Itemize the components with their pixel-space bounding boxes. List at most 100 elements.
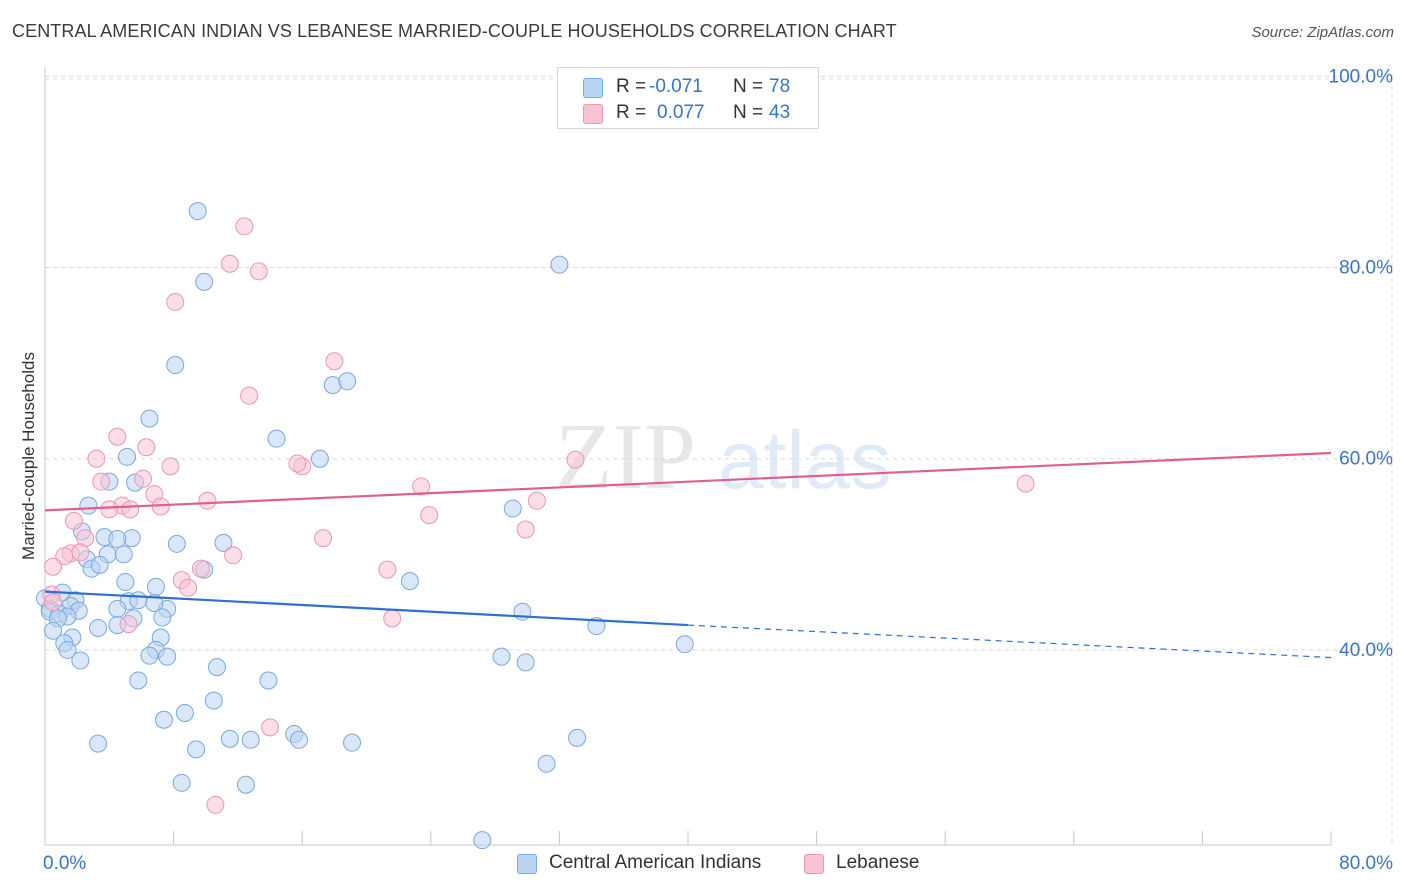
- point-central-american-indians: [108, 530, 127, 549]
- point-central-american-indians: [204, 691, 223, 710]
- legend-r-label: R =: [616, 102, 647, 123]
- chart-title: CENTRAL AMERICAN INDIAN VS LEBANESE MARR…: [12, 21, 897, 41]
- point-central-american-indians: [116, 573, 135, 592]
- point-lebanese: [161, 457, 180, 476]
- legend-r-value: -0.071: [649, 76, 703, 97]
- point-lebanese: [383, 609, 402, 628]
- point-lebanese: [121, 500, 140, 519]
- point-central-american-indians: [675, 635, 694, 654]
- trend-line-lebanese: [44, 451, 1332, 512]
- x-tick-label: 0.0%: [43, 853, 86, 874]
- point-central-american-indians: [175, 704, 194, 723]
- point-lebanese: [134, 469, 153, 488]
- point-lebanese: [420, 506, 439, 525]
- point-central-american-indians: [289, 730, 308, 749]
- y-tick-label: 80.0%: [1339, 258, 1393, 279]
- source-label: Source: ZipAtlas.com: [1251, 24, 1394, 41]
- point-central-american-indians: [44, 621, 63, 640]
- point-central-american-indians: [241, 730, 260, 749]
- legend-n-value: 78: [769, 76, 791, 97]
- point-lebanese: [314, 529, 333, 548]
- point-central-american-indians: [158, 647, 177, 666]
- point-central-american-indians: [188, 202, 207, 221]
- point-lebanese: [55, 547, 74, 566]
- y-tick-label: 100.0%: [1329, 66, 1394, 87]
- point-central-american-indians: [400, 572, 419, 591]
- point-central-american-indians: [154, 710, 173, 729]
- bottom-legend-label: Lebanese: [836, 852, 920, 873]
- point-central-american-indians: [146, 577, 165, 596]
- x-tick-label: 80.0%: [1339, 853, 1393, 874]
- watermark: ZIP atlas: [555, 405, 891, 509]
- point-central-american-indians: [129, 671, 148, 690]
- point-lebanese: [240, 386, 259, 405]
- point-central-american-indians: [208, 658, 227, 677]
- point-central-american-indians: [259, 671, 278, 690]
- point-lebanese: [100, 500, 119, 519]
- y-tick-label: 40.0%: [1339, 640, 1393, 661]
- point-lebanese: [224, 546, 243, 565]
- legend-swatch-pink: [583, 104, 603, 124]
- point-central-american-indians: [172, 773, 191, 792]
- point-central-american-indians: [516, 653, 535, 672]
- point-central-american-indians: [236, 775, 255, 794]
- point-central-american-indians: [58, 640, 77, 659]
- point-central-american-indians: [503, 499, 522, 518]
- legend-n-label: N =: [733, 76, 764, 97]
- point-lebanese: [235, 217, 254, 236]
- point-lebanese: [87, 449, 106, 468]
- point-central-american-indians: [89, 734, 108, 753]
- point-lebanese: [71, 543, 90, 562]
- trend-line-central-american-indians-extrapolated: [687, 624, 1332, 659]
- point-central-american-indians: [550, 255, 569, 274]
- point-central-american-indians: [129, 591, 148, 610]
- point-lebanese: [137, 438, 156, 457]
- point-central-american-indians: [153, 608, 172, 627]
- legend-n-label: N =: [733, 102, 764, 123]
- point-lebanese: [412, 477, 431, 496]
- point-central-american-indians: [166, 356, 185, 375]
- point-central-american-indians: [343, 733, 362, 752]
- point-central-american-indians: [568, 728, 587, 747]
- point-lebanese: [166, 292, 185, 311]
- point-lebanese: [288, 454, 307, 473]
- point-central-american-indians: [537, 754, 556, 773]
- point-central-american-indians: [90, 555, 109, 574]
- point-lebanese: [516, 520, 535, 539]
- point-lebanese: [44, 557, 63, 576]
- tick-labels: 40.0% 60.0% 80.0% 100.0% 0.0% 80.0%: [43, 66, 1393, 874]
- point-central-american-indians: [117, 447, 136, 466]
- y-axis-label: Married-couple Households: [19, 352, 38, 560]
- point-central-american-indians: [214, 533, 233, 552]
- point-central-american-indians: [140, 409, 159, 428]
- point-lebanese: [108, 427, 127, 446]
- point-lebanese: [249, 262, 268, 281]
- axes: [44, 67, 1332, 846]
- point-central-american-indians: [79, 496, 98, 515]
- trend-lines: [44, 451, 1332, 659]
- point-lebanese: [92, 472, 111, 491]
- point-central-american-indians: [114, 545, 133, 564]
- point-central-american-indians: [89, 618, 108, 637]
- point-lebanese: [1016, 474, 1035, 493]
- y-tick-label: 60.0%: [1339, 449, 1393, 470]
- point-lebanese: [179, 578, 198, 597]
- point-central-american-indians: [587, 617, 606, 636]
- point-central-american-indians: [220, 729, 239, 748]
- point-lebanese: [566, 450, 585, 469]
- point-lebanese: [220, 254, 239, 273]
- bottom-legend-label: Central American Indians: [549, 852, 762, 873]
- point-lebanese: [527, 491, 546, 510]
- point-central-american-indians: [473, 831, 492, 850]
- point-central-american-indians: [310, 449, 329, 468]
- point-central-american-indians: [71, 651, 90, 670]
- bottom-legend-swatch-blue: [517, 854, 537, 874]
- point-central-american-indians: [140, 646, 159, 665]
- legend-swatch-blue: [583, 78, 603, 98]
- point-central-american-indians: [145, 594, 164, 613]
- point-central-american-indians: [187, 740, 206, 759]
- point-lebanese: [206, 795, 225, 814]
- trend-line-central-american-indians: [44, 590, 689, 627]
- point-lebanese: [325, 352, 344, 371]
